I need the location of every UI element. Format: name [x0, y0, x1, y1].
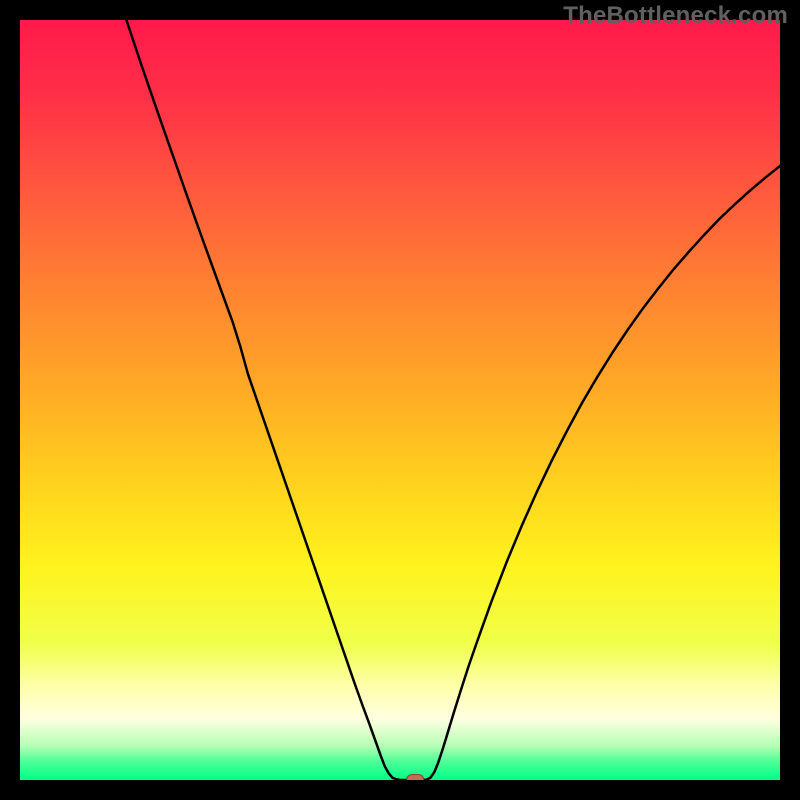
chart-frame: TheBottleneck.com [0, 0, 800, 800]
watermark-label: TheBottleneck.com [563, 2, 788, 30]
gradient-background [20, 20, 780, 780]
bottleneck-chart-svg [0, 0, 800, 800]
